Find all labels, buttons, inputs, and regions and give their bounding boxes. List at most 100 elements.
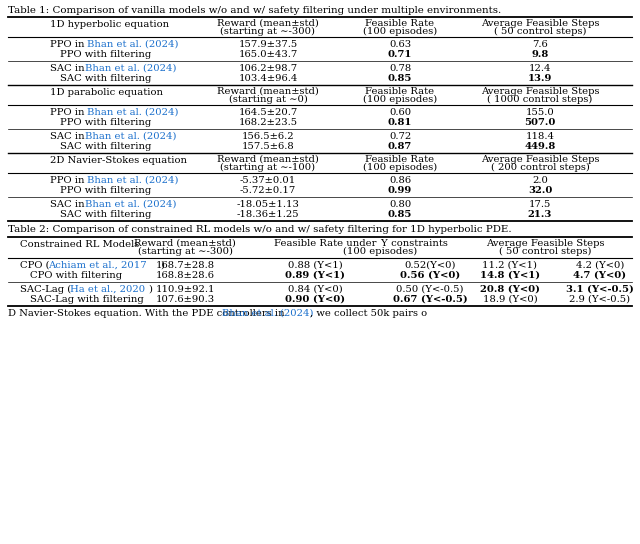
Text: 13.9: 13.9 [528, 74, 552, 83]
Text: Bhan et al. (2024): Bhan et al. (2024) [85, 132, 177, 141]
Text: D Navier-Stokes equation. With the PDE controllers in: D Navier-Stokes equation. With the PDE c… [8, 309, 288, 318]
Text: 12.4: 12.4 [529, 64, 551, 73]
Text: 0.78: 0.78 [389, 64, 411, 73]
Text: Bhan et al. (2024): Bhan et al. (2024) [222, 309, 314, 318]
Text: -5.72±0.17: -5.72±0.17 [240, 186, 296, 195]
Text: 0.81: 0.81 [388, 118, 412, 127]
Text: 164.5±20.7: 164.5±20.7 [238, 108, 298, 117]
Text: 1D parabolic equation: 1D parabolic equation [50, 88, 163, 97]
Text: 0.63: 0.63 [389, 40, 411, 49]
Text: Feasible Rate: Feasible Rate [365, 19, 435, 28]
Text: Reward (mean±std): Reward (mean±std) [217, 19, 319, 28]
Text: 4.7 (Y<0): 4.7 (Y<0) [573, 271, 627, 280]
Text: 0.72: 0.72 [389, 132, 411, 141]
Text: Feasible Rate: Feasible Rate [365, 87, 435, 96]
Text: (100 episodes): (100 episodes) [363, 95, 437, 104]
Text: (starting at ∼0): (starting at ∼0) [228, 95, 307, 104]
Text: SAC with filtering: SAC with filtering [60, 210, 152, 219]
Text: 157.5±6.8: 157.5±6.8 [242, 142, 294, 151]
Text: Bhan et al. (2024): Bhan et al. (2024) [87, 108, 179, 117]
Text: ( 1000 control steps): ( 1000 control steps) [487, 95, 593, 104]
Text: 0.52(Y<0): 0.52(Y<0) [404, 261, 456, 270]
Text: Bhan et al. (2024): Bhan et al. (2024) [87, 40, 179, 49]
Text: 0.67 (Y<-0.5): 0.67 (Y<-0.5) [392, 295, 467, 304]
Text: 0.85: 0.85 [388, 74, 412, 83]
Text: PPO with filtering: PPO with filtering [60, 50, 151, 59]
Text: 0.89 (Y<1): 0.89 (Y<1) [285, 271, 345, 280]
Text: PPO with filtering: PPO with filtering [60, 186, 151, 195]
Text: SAC in: SAC in [50, 200, 88, 209]
Text: (100 episodes): (100 episodes) [343, 247, 417, 256]
Text: Bhan et al. (2024): Bhan et al. (2024) [85, 64, 177, 73]
Text: -18.36±1.25: -18.36±1.25 [237, 210, 300, 219]
Text: 0.90 (Y<0): 0.90 (Y<0) [285, 295, 345, 304]
Text: 1D hyperbolic equation: 1D hyperbolic equation [50, 20, 169, 29]
Text: ): ) [160, 261, 164, 270]
Text: 18.9 (Y<0): 18.9 (Y<0) [483, 295, 538, 304]
Text: 0.87: 0.87 [388, 142, 412, 151]
Text: SAC-Lag (: SAC-Lag ( [20, 285, 71, 294]
Text: Y: Y [380, 239, 387, 248]
Text: Table 2: Comparison of constrained RL models w/o and w/ safety filtering for 1D : Table 2: Comparison of constrained RL mo… [8, 225, 511, 234]
Text: Reward (mean±std): Reward (mean±std) [134, 239, 236, 248]
Text: Bhan et al. (2024): Bhan et al. (2024) [85, 200, 177, 209]
Text: 107.6±90.3: 107.6±90.3 [156, 295, 214, 304]
Text: 155.0: 155.0 [525, 108, 554, 117]
Text: Average Feasible Steps: Average Feasible Steps [481, 87, 599, 96]
Text: 21.3: 21.3 [528, 210, 552, 219]
Text: 4.2 (Y<0): 4.2 (Y<0) [576, 261, 624, 270]
Text: 0.85: 0.85 [388, 210, 412, 219]
Text: 103.4±96.4: 103.4±96.4 [238, 74, 298, 83]
Text: constraints: constraints [388, 239, 448, 248]
Text: 168.2±23.5: 168.2±23.5 [239, 118, 298, 127]
Text: 0.60: 0.60 [389, 108, 411, 117]
Text: ( 200 control steps): ( 200 control steps) [491, 163, 589, 172]
Text: , we collect 50k pairs o: , we collect 50k pairs o [310, 309, 427, 318]
Text: 0.50 (Y<-0.5): 0.50 (Y<-0.5) [396, 285, 464, 294]
Text: (starting at ∼-100): (starting at ∼-100) [220, 163, 316, 172]
Text: Feasible Rate: Feasible Rate [365, 155, 435, 164]
Text: PPO in: PPO in [50, 176, 88, 185]
Text: 2D Navier-Stokes equation: 2D Navier-Stokes equation [50, 156, 187, 165]
Text: 17.5: 17.5 [529, 200, 551, 209]
Text: 156.5±6.2: 156.5±6.2 [242, 132, 294, 141]
Text: PPO with filtering: PPO with filtering [60, 118, 151, 127]
Text: 168.7±28.8: 168.7±28.8 [156, 261, 214, 270]
Text: 9.8: 9.8 [531, 50, 548, 59]
Text: 7.6: 7.6 [532, 40, 548, 49]
Text: Reward (mean±std): Reward (mean±std) [217, 87, 319, 96]
Text: SAC in: SAC in [50, 132, 88, 141]
Text: PPO in: PPO in [50, 40, 88, 49]
Text: 11.2 (Y<1): 11.2 (Y<1) [483, 261, 538, 270]
Text: 449.8: 449.8 [524, 142, 556, 151]
Text: SAC with filtering: SAC with filtering [60, 74, 152, 83]
Text: SAC in: SAC in [50, 64, 88, 73]
Text: Bhan et al. (2024): Bhan et al. (2024) [87, 176, 179, 185]
Text: 3.1 (Y<-0.5): 3.1 (Y<-0.5) [566, 285, 634, 294]
Text: -18.05±1.13: -18.05±1.13 [237, 200, 300, 209]
Text: 20.8 (Y<0): 20.8 (Y<0) [480, 285, 540, 294]
Text: 0.80: 0.80 [389, 200, 411, 209]
Text: Average Feasible Steps: Average Feasible Steps [481, 19, 599, 28]
Text: ( 50 control steps): ( 50 control steps) [493, 27, 586, 36]
Text: 165.0±43.7: 165.0±43.7 [238, 50, 298, 59]
Text: Feasible Rate under: Feasible Rate under [275, 239, 380, 248]
Text: 168.8±28.6: 168.8±28.6 [156, 271, 214, 280]
Text: 2.0: 2.0 [532, 176, 548, 185]
Text: Reward (mean±std): Reward (mean±std) [217, 155, 319, 164]
Text: 118.4: 118.4 [525, 132, 554, 141]
Text: 0.84 (Y<0): 0.84 (Y<0) [287, 285, 342, 294]
Text: Achiam et al., 2017: Achiam et al., 2017 [48, 261, 147, 270]
Text: SAC with filtering: SAC with filtering [60, 142, 152, 151]
Text: -5.37±0.01: -5.37±0.01 [240, 176, 296, 185]
Text: 106.2±98.7: 106.2±98.7 [239, 64, 298, 73]
Text: ( 50 control steps): ( 50 control steps) [499, 247, 591, 256]
Text: 507.0: 507.0 [524, 118, 556, 127]
Text: 157.9±37.5: 157.9±37.5 [238, 40, 298, 49]
Text: 0.56 (Y<0): 0.56 (Y<0) [400, 271, 460, 280]
Text: 0.88 (Y<1): 0.88 (Y<1) [287, 261, 342, 270]
Text: Constrained RL Models: Constrained RL Models [20, 240, 140, 249]
Text: (100 episodes): (100 episodes) [363, 27, 437, 36]
Text: 0.86: 0.86 [389, 176, 411, 185]
Text: 110.9±92.1: 110.9±92.1 [156, 285, 215, 294]
